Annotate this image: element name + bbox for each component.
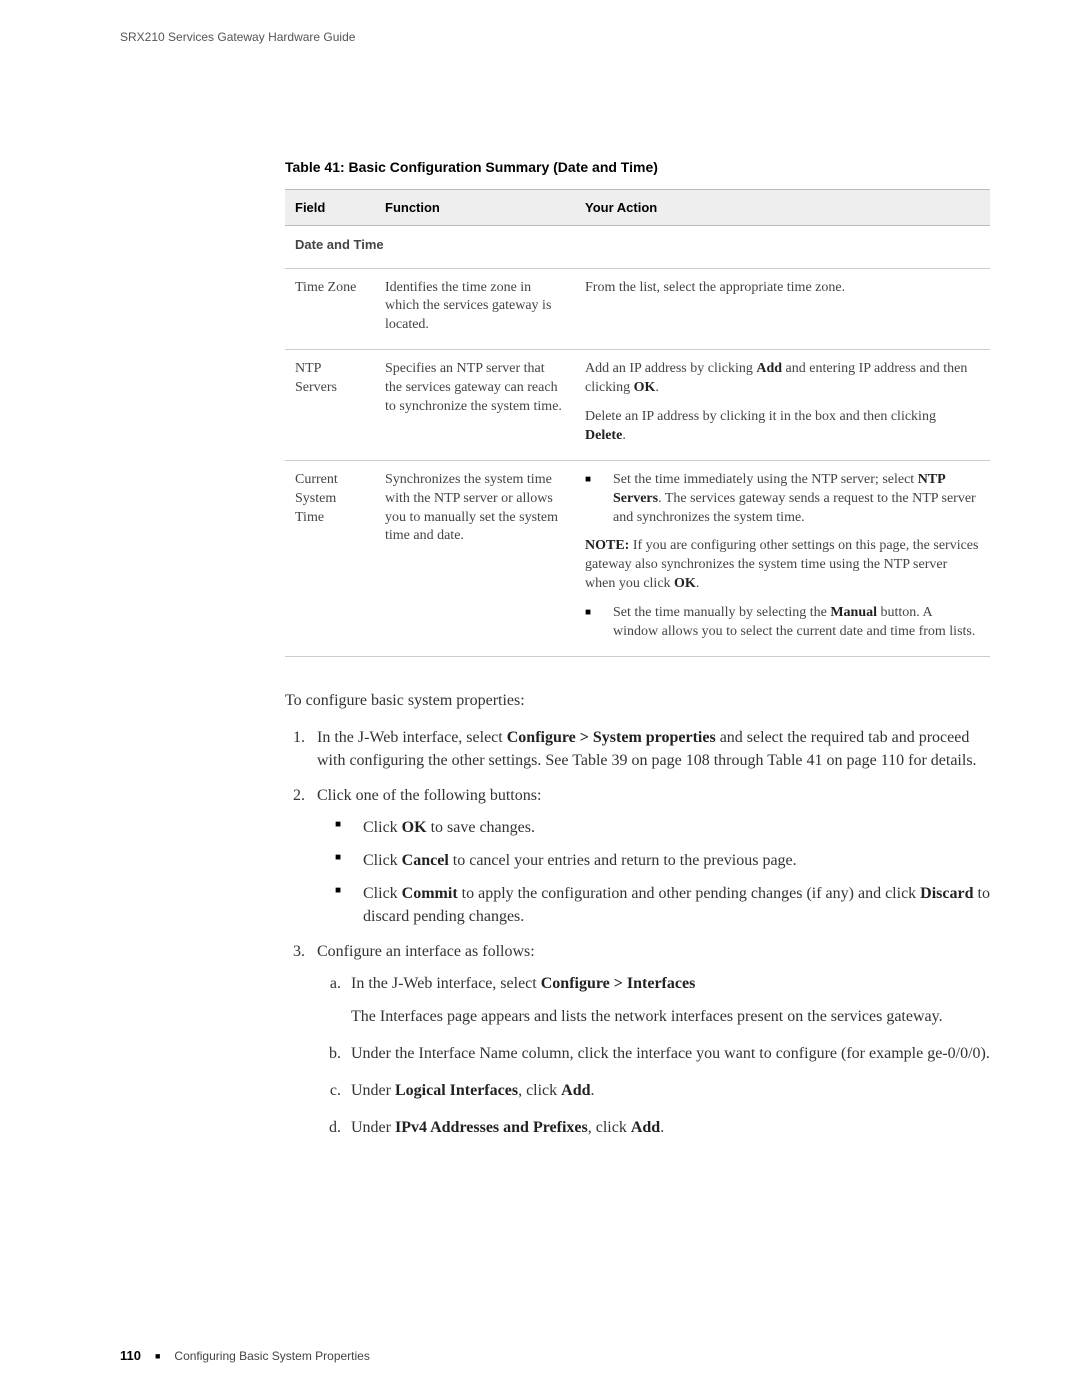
- text: Delete an IP address by clicking it in t…: [585, 409, 936, 424]
- bold-add: Add: [561, 1082, 590, 1099]
- cell-field: Time Zone: [285, 268, 375, 350]
- bold-discard: Discard: [920, 885, 973, 902]
- text: Under: [351, 1082, 395, 1099]
- bold-delete: Delete: [585, 428, 622, 443]
- text: , click: [588, 1119, 631, 1136]
- text: .: [591, 1082, 595, 1099]
- text: Configure an interface as follows:: [317, 943, 535, 960]
- text: to cancel your entries and return to the…: [449, 852, 797, 869]
- cell-action: ■ Set the time immediately using the NTP…: [575, 460, 990, 656]
- square-bullet-icon: ■: [335, 816, 351, 839]
- table-section-row: Date and Time: [285, 226, 990, 269]
- step-item: Click one of the following buttons: ■ Cl…: [309, 784, 990, 928]
- col-header-function: Function: [375, 190, 575, 226]
- substep-item: Under IPv4 Addresses and Prefixes, click…: [345, 1116, 990, 1139]
- bullet-item: ■ Click Commit to apply the configuratio…: [335, 882, 990, 928]
- bold-cancel: Cancel: [402, 852, 449, 869]
- text: to save changes.: [427, 819, 535, 836]
- table-caption: Table 41: Basic Configuration Summary (D…: [285, 159, 990, 175]
- intro-paragraph: To configure basic system properties:: [285, 689, 990, 712]
- table-row: NTP Servers Specifies an NTP server that…: [285, 350, 990, 461]
- text: Click: [363, 819, 402, 836]
- col-header-action: Your Action: [575, 190, 990, 226]
- note-block: NOTE: If you are configuring other setti…: [585, 537, 980, 594]
- config-summary-table: Field Function Your Action Date and Time…: [285, 189, 990, 657]
- table-row: Current System Time Synchronizes the sys…: [285, 460, 990, 656]
- text: Set the time immediately using the NTP s…: [613, 472, 918, 487]
- square-bullet-icon: ■: [585, 471, 601, 528]
- text: , click: [518, 1082, 561, 1099]
- text: .: [622, 428, 626, 443]
- table-row: Time Zone Identifies the time zone in wh…: [285, 268, 990, 350]
- action-bullet: ■ Set the time immediately using the NTP…: [585, 471, 980, 528]
- square-bullet-icon: ■: [335, 849, 351, 872]
- body-text: To configure basic system properties: In…: [285, 689, 990, 1140]
- text: Click: [363, 885, 402, 902]
- bold-logical-interfaces: Logical Interfaces: [395, 1082, 518, 1099]
- cell-function: Identifies the time zone in which the se…: [375, 268, 575, 350]
- text: .: [696, 576, 700, 591]
- cell-action: Add an IP address by clicking Add and en…: [575, 350, 990, 461]
- cell-function: Specifies an NTP server that the service…: [375, 350, 575, 461]
- text: Add an IP address by clicking: [585, 361, 756, 376]
- table-header-row: Field Function Your Action: [285, 190, 990, 226]
- cell-field: NTP Servers: [285, 350, 375, 461]
- substep-paragraph: The Interfaces page appears and lists th…: [351, 1005, 990, 1028]
- substep-item: In the J-Web interface, select Configure…: [345, 972, 990, 1028]
- text: .: [660, 1119, 664, 1136]
- bold-commit: Commit: [402, 885, 458, 902]
- text: Click one of the following buttons:: [317, 787, 541, 804]
- bold-ok: OK: [634, 380, 656, 395]
- text: to apply the configuration and other pen…: [458, 885, 921, 902]
- cell-field: Current System Time: [285, 460, 375, 656]
- page-number: 110: [120, 1348, 141, 1363]
- bold-add: Add: [631, 1119, 660, 1136]
- bullet-item: ■ Click OK to save changes.: [335, 816, 990, 839]
- steps-list: In the J-Web interface, select Configure…: [285, 726, 990, 1139]
- square-bullet-icon: ■: [585, 604, 601, 642]
- table-section-label: Date and Time: [285, 226, 990, 269]
- bold-add: Add: [756, 361, 782, 376]
- footer-section-title: Configuring Basic System Properties: [174, 1349, 369, 1363]
- square-bullet-icon: ■: [335, 882, 351, 928]
- running-header: SRX210 Services Gateway Hardware Guide: [120, 30, 990, 44]
- bold-ok: OK: [674, 576, 696, 591]
- page-footer: 110 ■ Configuring Basic System Propertie…: [120, 1348, 370, 1363]
- bullet-item: ■ Click Cancel to cancel your entries an…: [335, 849, 990, 872]
- text: Set the time manually by selecting the: [613, 605, 830, 620]
- text: .: [655, 380, 659, 395]
- action-bullet: ■ Set the time manually by selecting the…: [585, 604, 980, 642]
- text: In the J-Web interface, select: [317, 729, 507, 746]
- text: Click: [363, 852, 402, 869]
- cell-action: From the list, select the appropriate ti…: [575, 268, 990, 350]
- bold-manual: Manual: [830, 605, 877, 620]
- document-page: SRX210 Services Gateway Hardware Guide T…: [0, 0, 1080, 1397]
- col-header-field: Field: [285, 190, 375, 226]
- text: Under: [351, 1119, 395, 1136]
- text: . The services gateway sends a request t…: [613, 491, 976, 525]
- step-item: In the J-Web interface, select Configure…: [309, 726, 990, 772]
- substep-item: Under the Interface Name column, click t…: [345, 1042, 990, 1065]
- text: If you are configuring other settings on…: [585, 538, 978, 591]
- note-label: NOTE:: [585, 538, 629, 553]
- substep-item: Under Logical Interfaces, click Add.: [345, 1079, 990, 1102]
- bold-menu-path: Configure > Interfaces: [541, 975, 696, 992]
- text: In the J-Web interface, select: [351, 975, 541, 992]
- bold-ipv4: IPv4 Addresses and Prefixes: [395, 1119, 588, 1136]
- bold-ok: OK: [402, 819, 427, 836]
- square-bullet-icon: ■: [155, 1351, 160, 1361]
- step-item: Configure an interface as follows: In th…: [309, 940, 990, 1139]
- bold-menu-path: Configure > System properties: [507, 729, 716, 746]
- cell-function: Synchronizes the system time with the NT…: [375, 460, 575, 656]
- page-content: Table 41: Basic Configuration Summary (D…: [285, 159, 990, 1140]
